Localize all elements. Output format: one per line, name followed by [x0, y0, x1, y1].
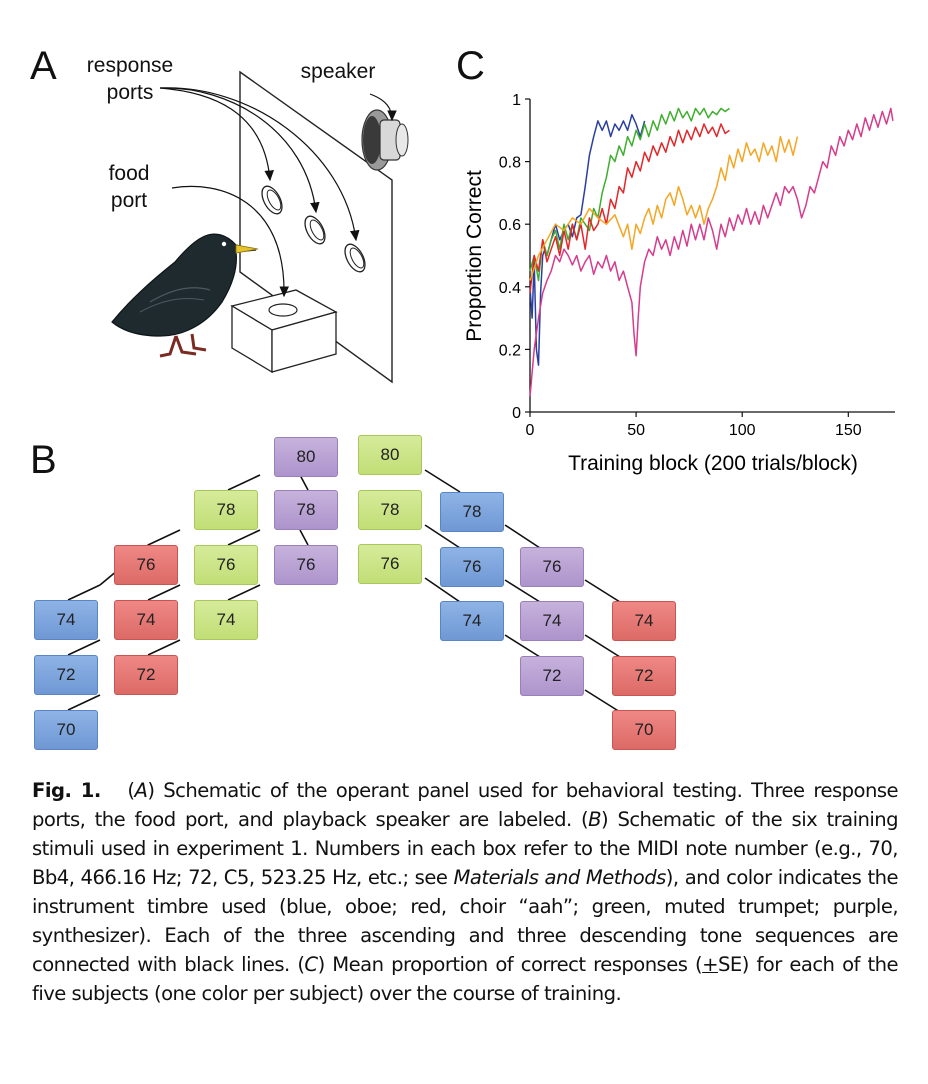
seq-line [424, 577, 461, 603]
stim-box-purple: 80 [274, 437, 338, 477]
speaker-icon [361, 109, 409, 171]
seq-line [299, 529, 309, 546]
seq-line [227, 474, 261, 491]
seq-line [504, 524, 541, 549]
response-port-middle [304, 215, 326, 245]
response-port-left [261, 185, 283, 215]
figure-caption: Fig. 1. (A) Schematic of the operant pan… [32, 776, 899, 1008]
stim-box-blue: 74 [440, 601, 504, 641]
stim-box-blue: 78 [440, 492, 504, 532]
seq-line [147, 584, 181, 601]
starling-bird-icon [111, 233, 259, 358]
stim-box-red: 72 [114, 655, 178, 695]
response-port-right [344, 243, 366, 273]
seq-line [584, 689, 621, 713]
seq-line [227, 529, 261, 546]
seq-line [147, 529, 181, 546]
stim-box-blue: 70 [34, 710, 98, 750]
panel-a-letter: A [30, 44, 57, 88]
food-port-box [230, 289, 338, 374]
stim-box-purple: 76 [520, 547, 584, 587]
seq-line [67, 584, 101, 601]
stim-box-purple: 76 [274, 545, 338, 585]
stim-box-green: 74 [194, 600, 258, 640]
stim-box-purple: 78 [274, 490, 338, 530]
stim-box-red: 72 [612, 656, 676, 696]
stim-box-red: 70 [612, 710, 676, 750]
operant-panel-schematic [111, 70, 409, 384]
stim-box-green: 80 [358, 435, 422, 475]
stim-box-green: 76 [358, 544, 422, 584]
seq-line [504, 634, 541, 658]
caption-body: (A) Schematic of the operant panel used … [32, 779, 899, 1005]
seq-line [424, 524, 461, 549]
panel-c-letter: C [456, 44, 485, 88]
panel-b-letter: B [30, 438, 57, 482]
stim-box-green: 76 [194, 545, 258, 585]
seq-line [67, 694, 101, 711]
response-ports-label: response ports [86, 54, 174, 104]
seq-line [147, 639, 181, 656]
sequence-lines [67, 469, 621, 713]
stim-box-red: 74 [612, 601, 676, 641]
seq-line [584, 634, 621, 658]
stim-box-blue: 72 [34, 655, 98, 695]
seq-line [424, 469, 461, 493]
speaker-label: speaker [300, 60, 376, 83]
stim-box-red: 74 [114, 600, 178, 640]
stim-box-green: 78 [358, 490, 422, 530]
food-port-label: food port [108, 162, 150, 212]
seq-line [584, 579, 621, 603]
stim-box-blue: 76 [440, 547, 504, 587]
seq-line [299, 474, 309, 491]
seq-line [504, 579, 541, 603]
stim-box-purple: 74 [520, 601, 584, 641]
stim-box-red: 76 [114, 545, 178, 585]
seq-line [227, 584, 261, 601]
caption-label: Fig. 1. [32, 779, 101, 802]
stim-box-purple: 72 [520, 656, 584, 696]
stim-box-blue: 74 [34, 600, 98, 640]
stim-box-green: 78 [194, 490, 258, 530]
seq-line [67, 639, 101, 656]
